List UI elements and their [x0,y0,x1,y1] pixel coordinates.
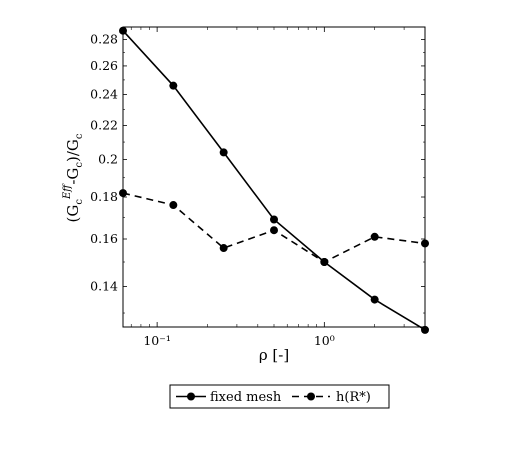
series-1-point [169,81,178,90]
y-tick-label: 0.24 [90,86,118,101]
legend-marker-1 [187,392,195,401]
legend-box [169,384,390,409]
series-1-point [370,295,379,304]
x-axis-label: ρ [-] [259,346,289,364]
axis-ticks: 0.14 0.16 0.18 0.2 0.22 0.24 0.26 0.28 10⁻¹ 10⁰ [90,27,425,348]
legend-marker-2 [307,392,315,401]
series-layer [119,26,429,334]
y-tick-label: 0.18 [90,189,118,204]
legend-label-2: h(R*) [336,390,371,405]
y-tick-label: 0.16 [90,231,118,246]
series-2-point [421,239,429,248]
plot-frame [122,26,426,328]
x-tick-label: 10⁰ [314,333,335,348]
y-tick-label: 0.22 [90,117,118,132]
series-2-point [270,226,278,235]
y-tick-label: 0.2 [98,151,118,166]
series-2-point [219,244,228,253]
y-tick-label: 0.28 [90,32,118,47]
series-1-point [119,26,127,35]
y-axis-label: (GcEff-Gc)/Gc [62,133,85,222]
series-1-point [270,215,278,224]
legend-label-1: fixed mesh [210,390,282,405]
series-2-point [169,201,178,210]
series-2-point [370,232,379,241]
legend: fixed mesh h(R*) [169,384,390,409]
series-line-1 [122,30,426,331]
series-1-point [219,148,228,157]
series-2-point [320,258,329,267]
series-2-point [119,189,127,198]
series-1-point [421,325,429,334]
y-tick-label: 0.14 [90,279,118,294]
y-tick-label: 0.26 [90,58,118,73]
x-tick-label: 10⁻¹ [143,333,171,348]
